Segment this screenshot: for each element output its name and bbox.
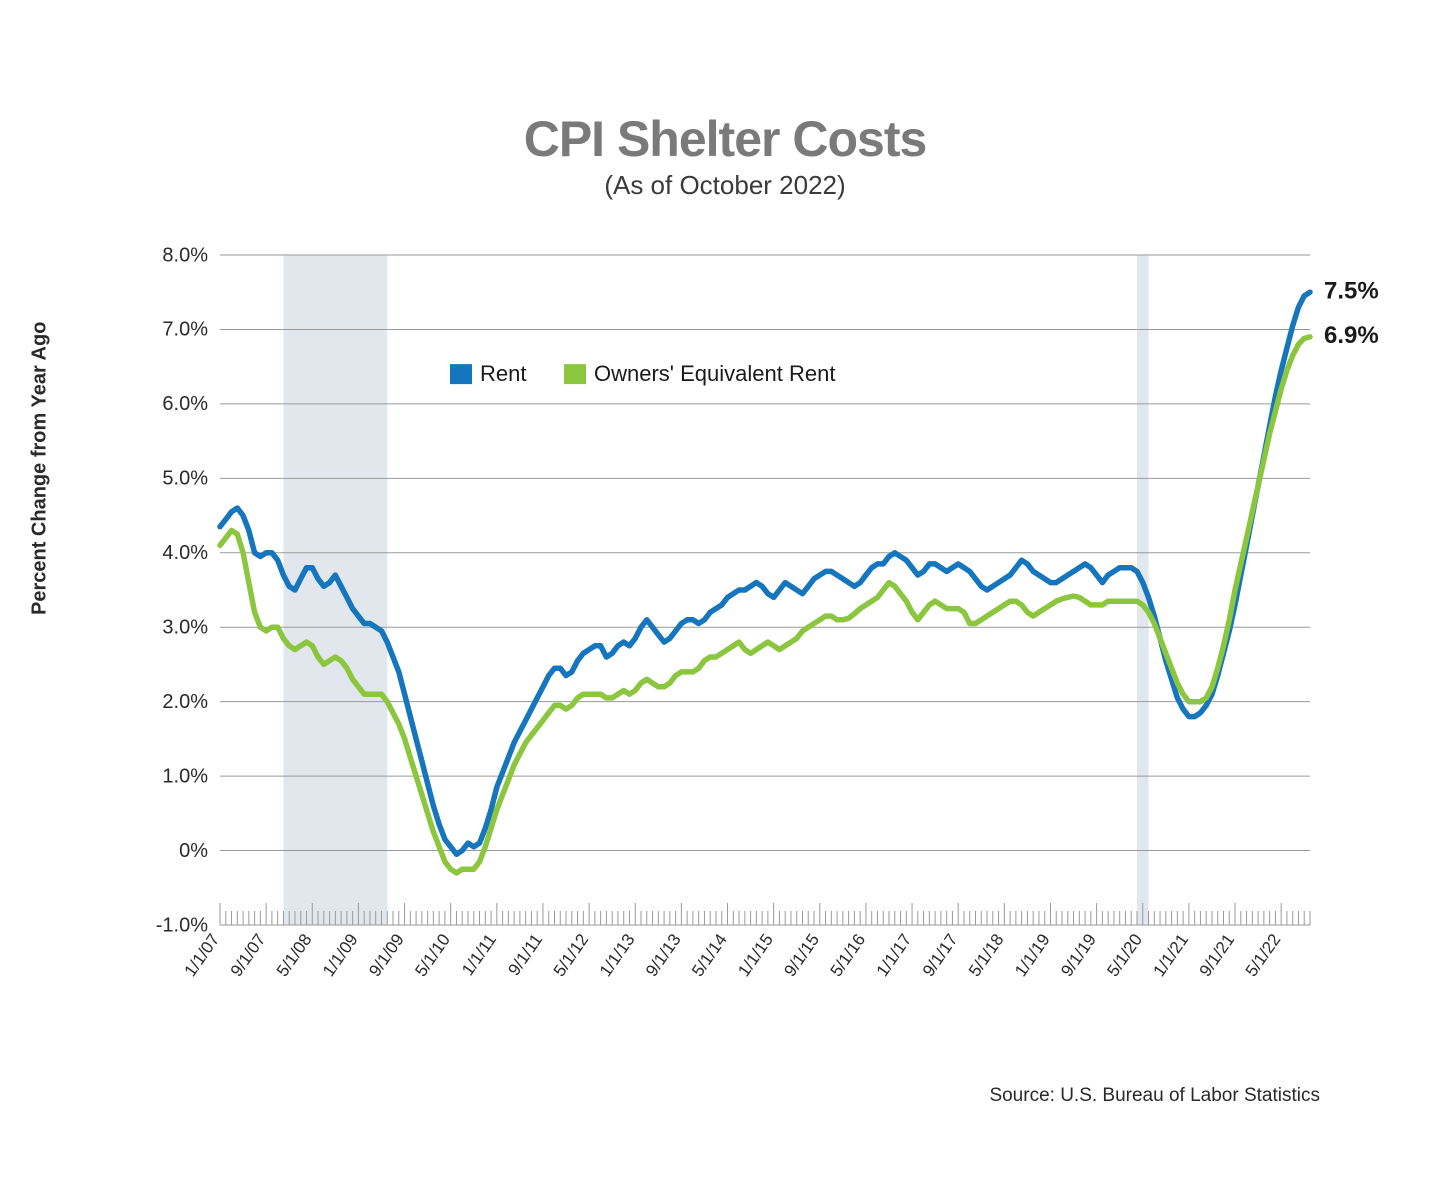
y-tick-label: -1.0% — [156, 914, 208, 936]
x-tick-label: 9/1/19 — [1057, 930, 1100, 980]
x-tick-label: 1/1/13 — [596, 930, 639, 980]
legend-label: Rent — [480, 361, 526, 386]
chart-container: CPI Shelter Costs (As of October 2022) P… — [0, 0, 1450, 1200]
y-tick-label: 0% — [179, 840, 208, 862]
x-tick-label: 5/1/20 — [1103, 930, 1146, 980]
series-end-label: 7.5% — [1324, 278, 1379, 305]
x-tick-label: 9/1/11 — [504, 930, 546, 979]
y-tick-label: 3.0% — [162, 617, 208, 639]
legend-label: Owners' Equivalent Rent — [594, 361, 835, 386]
x-tick-label: 5/1/22 — [1242, 930, 1285, 980]
x-tick-label: 5/1/18 — [965, 930, 1008, 980]
legend-swatch — [564, 364, 586, 384]
x-tick-label: 1/1/15 — [734, 930, 777, 980]
x-tick-label: 5/1/16 — [827, 930, 870, 980]
x-tick-label: 5/1/10 — [411, 930, 454, 980]
x-tick-label: 1/1/19 — [1011, 930, 1054, 980]
recession-band — [283, 255, 387, 925]
x-tick-label: 5/1/12 — [550, 930, 593, 980]
y-tick-label: 5.0% — [162, 468, 208, 490]
x-tick-label: 9/1/07 — [227, 930, 270, 980]
series-end-label: 6.9% — [1324, 322, 1379, 349]
x-tick-label: 1/1/17 — [873, 930, 916, 980]
x-tick-label: 5/1/08 — [273, 930, 316, 980]
x-tick-label: 5/1/14 — [688, 930, 731, 980]
legend-swatch — [450, 364, 472, 384]
x-tick-label: 9/1/13 — [642, 930, 685, 980]
y-tick-label: 4.0% — [162, 542, 208, 564]
x-tick-label: 1/1/21 — [1149, 930, 1192, 980]
x-tick-label: 1/1/09 — [319, 930, 362, 980]
x-tick-label: 1/1/11 — [458, 930, 500, 979]
x-tick-label: 1/1/07 — [181, 930, 224, 980]
x-tick-label: 9/1/17 — [919, 930, 962, 980]
x-tick-label: 9/1/21 — [1196, 930, 1239, 980]
x-tick-label: 9/1/09 — [365, 930, 408, 980]
y-tick-label: 7.0% — [162, 319, 208, 341]
y-tick-label: 2.0% — [162, 691, 208, 713]
y-tick-label: 6.0% — [162, 393, 208, 415]
line-chart: 1/1/079/1/075/1/081/1/099/1/095/1/101/1/… — [0, 0, 1450, 1200]
y-tick-label: 1.0% — [162, 765, 208, 787]
x-tick-label: 9/1/15 — [780, 930, 823, 980]
y-tick-label: 8.0% — [162, 244, 208, 266]
